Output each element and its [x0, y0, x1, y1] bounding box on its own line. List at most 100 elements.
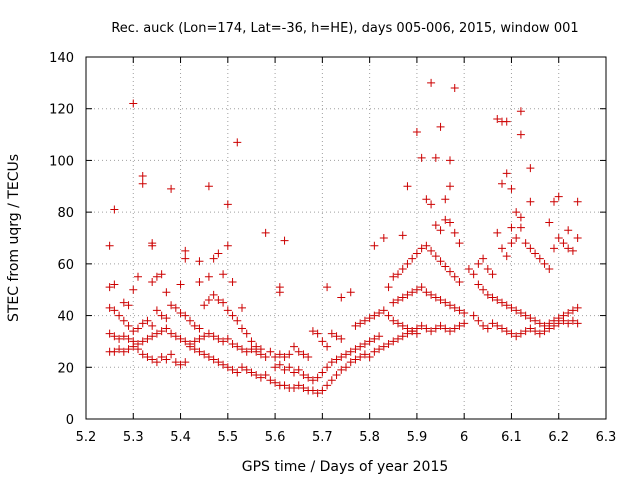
- data-point: [167, 301, 176, 310]
- data-point: [167, 350, 176, 359]
- data-point: [148, 277, 157, 286]
- data-point: [204, 182, 213, 191]
- data-point: [441, 298, 450, 307]
- data-point: [318, 337, 327, 346]
- data-point: [332, 332, 341, 341]
- data-point: [238, 303, 246, 312]
- data-point: [228, 340, 237, 349]
- data-point: [176, 360, 185, 369]
- data-point: [474, 280, 483, 289]
- data-point: [134, 324, 142, 333]
- data-point: [507, 223, 516, 232]
- data-point: [507, 239, 516, 248]
- data-point: [441, 324, 450, 333]
- y-tick-label: 60: [57, 258, 74, 273]
- data-point: [422, 324, 431, 333]
- data-point: [342, 363, 350, 372]
- data-point: [446, 218, 454, 227]
- data-point: [280, 236, 289, 245]
- data-point: [119, 298, 128, 307]
- data-point: [223, 306, 232, 315]
- data-point: [502, 117, 511, 126]
- data-point: [143, 352, 152, 361]
- data-point: [488, 319, 497, 328]
- data-point: [469, 270, 478, 279]
- data-point: [129, 285, 138, 294]
- data-point: [568, 316, 577, 325]
- data-point: [280, 352, 289, 361]
- y-tick-label: 0: [66, 413, 74, 428]
- data-point: [105, 241, 114, 250]
- data-point: [181, 311, 190, 320]
- data-point: [167, 329, 176, 338]
- data-point: [360, 316, 369, 325]
- data-point: [171, 358, 180, 367]
- data-point: [176, 334, 185, 343]
- data-point: [233, 342, 242, 351]
- data-point: [507, 329, 516, 338]
- data-point: [474, 316, 483, 325]
- data-point: [214, 358, 223, 367]
- data-point: [417, 283, 426, 292]
- data-point: [252, 347, 261, 356]
- grid-layer: [86, 57, 606, 419]
- data-point: [436, 122, 445, 131]
- data-point: [550, 244, 558, 253]
- data-point: [119, 332, 128, 341]
- data-point: [436, 226, 445, 235]
- data-point: [143, 316, 152, 325]
- data-point: [195, 277, 204, 286]
- data-point: [346, 358, 355, 367]
- data-point: [171, 303, 180, 312]
- data-point: [436, 321, 445, 330]
- data-point: [323, 342, 332, 351]
- data-point: [370, 241, 379, 250]
- data-point: [389, 272, 398, 281]
- data-point: [512, 332, 521, 341]
- data-point: [223, 363, 232, 372]
- data-point: [110, 205, 119, 214]
- data-point: [219, 298, 228, 307]
- data-point: [204, 272, 213, 281]
- data-point: [564, 244, 573, 253]
- data-point: [379, 342, 388, 351]
- data-point: [526, 244, 535, 253]
- data-point: [554, 192, 563, 201]
- data-point: [242, 365, 251, 374]
- data-point: [526, 314, 535, 323]
- tick-layer: 5.2 5.3 5.4 5.5 5.6 5.7 5.8 5.9 6 6.1 6.2 6.3 0 20 40 6…: [49, 51, 616, 445]
- data-point: [261, 228, 270, 237]
- data-point: [351, 355, 360, 364]
- data-point: [294, 381, 303, 390]
- data-point: [493, 321, 502, 330]
- data-point: [214, 334, 223, 343]
- x-tick-label: 6: [460, 430, 468, 445]
- data-point: [209, 254, 218, 263]
- data-point: [403, 182, 412, 191]
- data-point: [148, 355, 157, 364]
- data-point: [516, 213, 525, 222]
- x-axis-label: GPS time / Days of year 2015: [242, 459, 449, 475]
- data-point: [431, 324, 440, 333]
- data-point: [138, 179, 147, 188]
- data-point: [384, 283, 393, 292]
- data-point: [483, 290, 492, 299]
- data-point: [105, 303, 114, 312]
- data-point: [507, 303, 516, 312]
- data-point: [502, 169, 511, 178]
- data-point: [516, 329, 525, 338]
- data-point: [535, 329, 544, 338]
- data-point: [152, 358, 161, 367]
- data-point: [394, 319, 402, 328]
- data-point: [526, 164, 535, 173]
- data-point: [318, 386, 327, 395]
- data-point: [209, 355, 218, 364]
- data-point: [195, 347, 204, 356]
- data-point: [441, 195, 450, 204]
- data-point: [190, 321, 199, 330]
- data-point: [360, 350, 369, 359]
- data-point: [493, 228, 502, 237]
- data-point: [455, 321, 464, 330]
- data-point: [564, 226, 573, 235]
- data-point: [512, 306, 521, 315]
